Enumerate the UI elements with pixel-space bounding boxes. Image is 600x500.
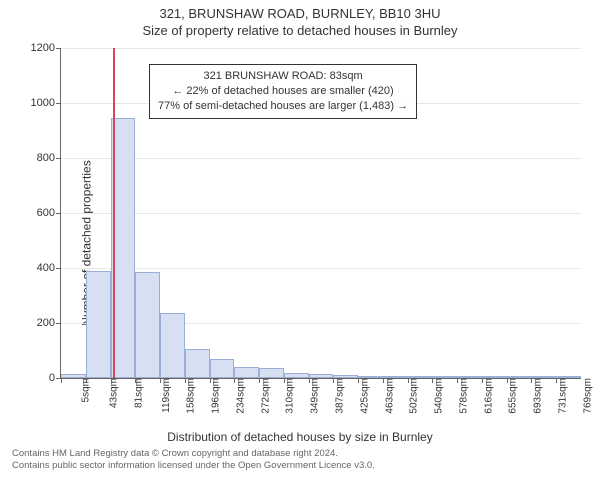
- x-tick-mark: [531, 378, 532, 383]
- x-tick-mark: [432, 378, 433, 383]
- histogram-bar: [408, 376, 433, 378]
- x-tick-mark: [160, 378, 161, 383]
- x-tick-label: 463sqm: [382, 378, 395, 414]
- grid-line: [61, 158, 581, 159]
- histogram-bar: [234, 367, 259, 378]
- x-tick-mark: [333, 378, 334, 383]
- x-tick-mark: [185, 378, 186, 383]
- plot-area: 0200400600800100012005sqm43sqm81sqm119sq…: [60, 48, 581, 379]
- y-tick-label: 600: [37, 207, 61, 219]
- y-tick-label: 800: [37, 152, 61, 164]
- x-tick-mark: [234, 378, 235, 383]
- histogram-bar: [284, 373, 309, 379]
- histogram-bar: [358, 376, 383, 378]
- histogram-bar: [531, 376, 556, 378]
- info-box: 321 BRUNSHAW ROAD: 83sqm ← 22% of detach…: [149, 64, 417, 119]
- histogram-bar: [309, 374, 334, 378]
- x-tick-mark: [86, 378, 87, 383]
- histogram-bar: [135, 272, 160, 378]
- histogram-bar: [507, 376, 532, 378]
- y-tick-label: 1000: [31, 97, 61, 109]
- histogram-bar: [482, 376, 507, 378]
- footer-line2: Contains public sector information licen…: [12, 460, 588, 472]
- x-tick-label: 234sqm: [233, 378, 246, 414]
- x-tick-label: 196sqm: [208, 378, 221, 414]
- x-tick-mark: [408, 378, 409, 383]
- y-tick-label: 1200: [31, 42, 61, 54]
- x-axis-label: Distribution of detached houses by size …: [0, 430, 600, 444]
- grid-line: [61, 268, 581, 269]
- grid-line: [61, 213, 581, 214]
- histogram-bar: [556, 376, 581, 378]
- info-box-line3: 77% of semi-detached houses are larger (…: [158, 99, 408, 114]
- x-tick-mark: [507, 378, 508, 383]
- histogram-bar: [210, 359, 235, 378]
- chart-container: Number of detached properties 0200400600…: [0, 38, 600, 448]
- x-tick-label: 502sqm: [407, 378, 420, 414]
- x-tick-mark: [309, 378, 310, 383]
- x-tick-mark: [135, 378, 136, 383]
- marker-line: [113, 48, 115, 378]
- x-tick-label: 119sqm: [159, 378, 172, 413]
- footer: Contains HM Land Registry data © Crown c…: [0, 448, 600, 478]
- footer-line1: Contains HM Land Registry data © Crown c…: [12, 448, 588, 460]
- info-box-line2: ← 22% of detached houses are smaller (42…: [158, 84, 408, 99]
- page-title-subtitle: Size of property relative to detached ho…: [0, 21, 600, 38]
- histogram-bar: [185, 349, 210, 378]
- histogram-bar: [259, 368, 284, 378]
- x-tick-label: 540sqm: [431, 378, 444, 414]
- histogram-bar: [383, 376, 408, 378]
- histogram-bar: [432, 376, 457, 378]
- x-tick-label: 81sqm: [131, 378, 144, 408]
- x-tick-mark: [259, 378, 260, 383]
- y-tick-label: 200: [37, 317, 61, 329]
- x-tick-label: 272sqm: [258, 378, 271, 414]
- grid-line: [61, 48, 581, 49]
- x-tick-label: 158sqm: [184, 378, 197, 414]
- histogram-bar: [457, 376, 482, 378]
- x-tick-label: 43sqm: [107, 378, 120, 408]
- histogram-bar: [160, 313, 185, 378]
- x-tick-mark: [457, 378, 458, 383]
- x-tick-mark: [284, 378, 285, 383]
- x-tick-mark: [210, 378, 211, 383]
- histogram-bar: [333, 375, 358, 378]
- x-tick-label: 578sqm: [456, 378, 469, 414]
- x-tick-label: 769sqm: [580, 378, 593, 414]
- x-tick-mark: [482, 378, 483, 383]
- x-tick-label: 655sqm: [506, 378, 519, 414]
- x-tick-label: 387sqm: [332, 378, 345, 414]
- page-title-address: 321, BRUNSHAW ROAD, BURNLEY, BB10 3HU: [0, 0, 600, 21]
- y-tick-label: 400: [37, 262, 61, 274]
- info-box-line1: 321 BRUNSHAW ROAD: 83sqm: [158, 69, 408, 84]
- x-tick-label: 731sqm: [555, 378, 568, 414]
- x-tick-mark: [358, 378, 359, 383]
- x-tick-label: 349sqm: [308, 378, 321, 414]
- x-tick-mark: [383, 378, 384, 383]
- y-tick-label: 0: [49, 372, 61, 384]
- x-tick-label: 310sqm: [283, 378, 296, 414]
- x-tick-label: 425sqm: [357, 378, 370, 414]
- histogram-bar: [86, 271, 111, 378]
- x-tick-mark: [61, 378, 62, 383]
- x-tick-mark: [111, 378, 112, 383]
- x-tick-label: 693sqm: [530, 378, 543, 414]
- x-tick-mark: [556, 378, 557, 383]
- x-tick-label: 616sqm: [481, 378, 494, 414]
